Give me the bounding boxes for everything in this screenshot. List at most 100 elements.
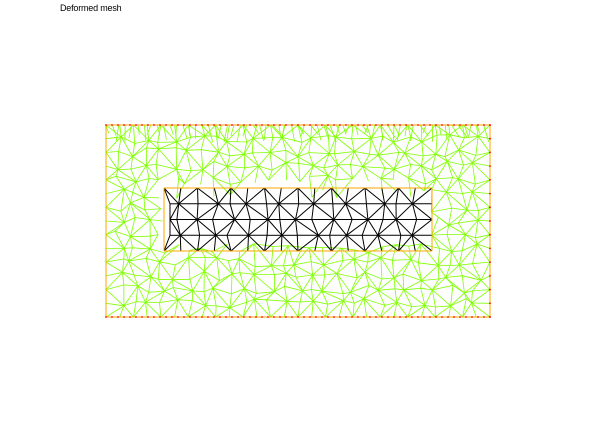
- mesh-edge: [451, 251, 460, 266]
- mesh-edge: [322, 247, 324, 266]
- mesh-edge: [281, 234, 299, 252]
- mesh-edge: [178, 187, 198, 205]
- mesh-edge: [201, 305, 207, 318]
- boundary-node: [219, 124, 221, 126]
- mesh-edge: [288, 245, 303, 248]
- mesh-edge: [471, 302, 491, 318]
- mesh-edge: [203, 271, 214, 289]
- mesh-edge: [448, 224, 466, 235]
- mesh-edge: [437, 265, 440, 279]
- mesh-edge: [380, 257, 383, 280]
- mesh-edge: [211, 251, 218, 258]
- mesh-edge: [329, 219, 335, 236]
- mesh-edge: [120, 211, 125, 223]
- mesh-edge: [148, 276, 152, 293]
- mesh-edge: [431, 234, 448, 236]
- mesh-edge: [464, 136, 479, 139]
- mesh-edge: [188, 257, 205, 272]
- mesh-edge: [353, 151, 364, 167]
- boundary-node: [195, 124, 197, 126]
- mesh-edge: [437, 251, 452, 266]
- mesh-edge: [191, 169, 203, 172]
- mesh-edge: [476, 243, 491, 263]
- boundary-node: [477, 316, 479, 318]
- mesh-edge: [336, 273, 351, 293]
- mesh-edge: [382, 203, 386, 220]
- mesh-edge: [177, 290, 193, 300]
- mesh-edge: [281, 124, 299, 138]
- mesh-edge: [477, 124, 491, 137]
- mesh-edge: [321, 274, 326, 292]
- mesh-edge: [295, 203, 300, 220]
- mesh-edge: [313, 153, 330, 166]
- mesh-edge: [172, 279, 193, 292]
- mesh-edge: [132, 192, 145, 198]
- boundary-node: [417, 124, 419, 126]
- mesh-edge: [130, 202, 145, 211]
- mesh-edge: [176, 219, 181, 236]
- boundary-node: [177, 124, 179, 126]
- mesh-edge: [238, 258, 256, 268]
- mesh-edge: [444, 124, 448, 140]
- mesh-edge: [247, 235, 249, 252]
- mesh-edge: [407, 306, 413, 318]
- boundary-node: [423, 124, 425, 126]
- mesh-edge: [252, 124, 259, 134]
- mesh-edge: [244, 288, 255, 300]
- mesh-edge: [352, 303, 355, 318]
- mesh-edge: [447, 161, 453, 178]
- mesh-edge: [483, 124, 490, 143]
- boundary-node: [381, 124, 383, 126]
- mesh-edge: [421, 141, 437, 155]
- mesh-edge: [462, 193, 468, 211]
- mesh-edge: [278, 203, 296, 220]
- mesh-edge: [186, 149, 202, 151]
- mesh-edge: [297, 187, 300, 204]
- mesh-edge: [331, 187, 347, 205]
- mesh-edge: [266, 219, 269, 236]
- mesh-edge: [302, 246, 310, 249]
- mesh-edge: [122, 258, 125, 273]
- mesh-edge: [368, 285, 379, 291]
- mesh-edge: [284, 286, 288, 302]
- mesh-edge: [393, 152, 400, 170]
- mesh-edge: [169, 203, 180, 220]
- mesh-edge: [286, 290, 303, 302]
- mesh-edge: [148, 140, 158, 143]
- mesh-edge: [159, 261, 173, 280]
- mesh-edge: [174, 299, 179, 318]
- mesh-edge: [371, 124, 376, 139]
- mesh-edge: [202, 151, 219, 170]
- mesh-edge: [132, 247, 151, 250]
- boundary-node: [159, 124, 161, 126]
- mesh-edge: [212, 219, 217, 236]
- boundary-node: [285, 316, 287, 318]
- mesh-edge: [271, 162, 287, 171]
- mesh-edge: [361, 219, 369, 236]
- mesh-edge: [335, 179, 337, 198]
- mesh-edge: [367, 252, 369, 263]
- mesh-edge: [411, 234, 433, 252]
- mesh-edge: [335, 178, 353, 181]
- mesh-edge: [190, 135, 205, 138]
- boundary-node: [291, 316, 293, 318]
- mesh-edge: [380, 246, 384, 258]
- mesh-edge: [435, 161, 448, 180]
- mesh-edge: [218, 151, 230, 157]
- mesh-edge: [393, 169, 395, 180]
- mesh-edge: [169, 124, 174, 135]
- mesh-edge: [218, 141, 227, 153]
- boundary-node: [117, 124, 119, 126]
- mesh-edge: [363, 289, 379, 300]
- mesh-edge: [367, 203, 386, 220]
- mesh-edge: [477, 219, 491, 235]
- mesh-edge: [264, 235, 268, 252]
- boundary-node: [489, 165, 491, 168]
- mesh-edge: [132, 156, 147, 166]
- mesh-edge: [312, 274, 323, 292]
- mesh-edge: [212, 287, 231, 309]
- mesh-edge: [364, 272, 370, 286]
- mesh-edge: [172, 287, 179, 300]
- mesh-edge: [188, 305, 206, 318]
- mesh-edge: [197, 235, 201, 252]
